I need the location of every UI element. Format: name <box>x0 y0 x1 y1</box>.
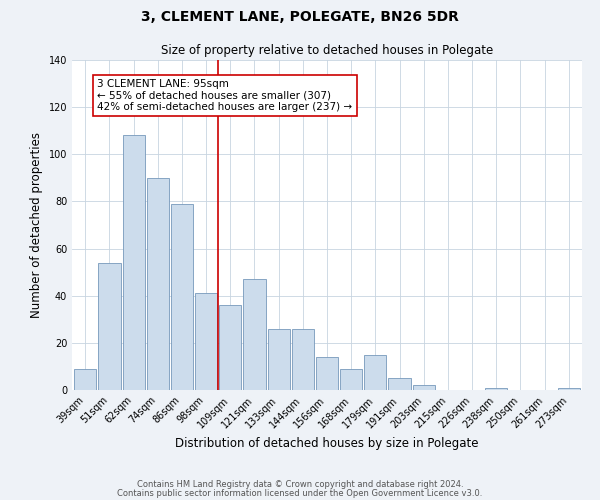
Title: Size of property relative to detached houses in Polegate: Size of property relative to detached ho… <box>161 44 493 58</box>
Text: Contains public sector information licensed under the Open Government Licence v3: Contains public sector information licen… <box>118 488 482 498</box>
Bar <box>74 369 97 390</box>
Bar <box>195 294 217 390</box>
Bar <box>316 357 338 390</box>
Bar <box>340 369 362 390</box>
Bar <box>292 328 314 390</box>
Text: 3 CLEMENT LANE: 95sqm
← 55% of detached houses are smaller (307)
42% of semi-det: 3 CLEMENT LANE: 95sqm ← 55% of detached … <box>97 79 353 112</box>
Y-axis label: Number of detached properties: Number of detached properties <box>30 132 43 318</box>
Text: 3, CLEMENT LANE, POLEGATE, BN26 5DR: 3, CLEMENT LANE, POLEGATE, BN26 5DR <box>141 10 459 24</box>
Bar <box>122 136 145 390</box>
Bar <box>388 378 410 390</box>
Bar <box>244 279 266 390</box>
Bar <box>171 204 193 390</box>
Bar <box>219 305 241 390</box>
Bar <box>557 388 580 390</box>
Bar <box>146 178 169 390</box>
Bar <box>485 388 508 390</box>
Bar <box>268 328 290 390</box>
Bar <box>413 386 435 390</box>
Bar <box>364 354 386 390</box>
Bar <box>98 262 121 390</box>
Text: Contains HM Land Registry data © Crown copyright and database right 2024.: Contains HM Land Registry data © Crown c… <box>137 480 463 489</box>
X-axis label: Distribution of detached houses by size in Polegate: Distribution of detached houses by size … <box>175 436 479 450</box>
